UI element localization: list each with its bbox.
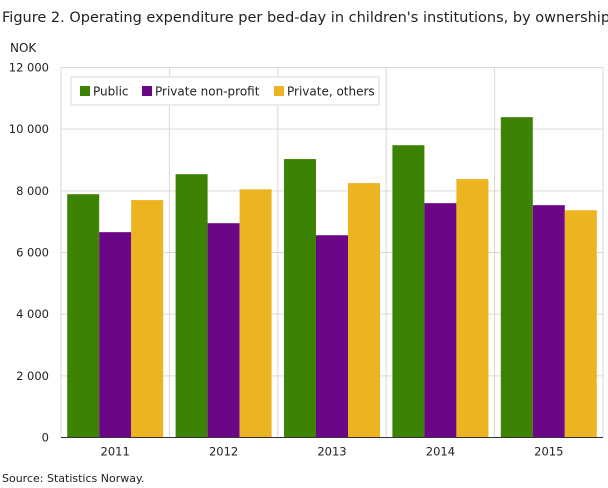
y-tick-label: 12 000 [9, 61, 49, 75]
bar-2014-1 [424, 203, 457, 438]
x-tick-label: 2014 [426, 445, 455, 459]
legend-label: Private, others [287, 85, 375, 99]
bar-2013-1 [316, 235, 348, 438]
legend-swatch [274, 86, 284, 96]
x-tick-label: 2012 [209, 445, 238, 459]
y-tick-label: 2 000 [16, 369, 49, 383]
y-axis-label: NOK [10, 41, 37, 55]
x-tick-label: 2011 [101, 445, 130, 459]
bar-2014-0 [392, 145, 425, 438]
bar-2012-0 [175, 174, 208, 438]
bar-2013-2 [348, 183, 380, 438]
bar-2015-2 [564, 210, 597, 438]
legend-label: Private non-profit [155, 85, 260, 99]
bar-2013-0 [284, 159, 316, 438]
y-tick-label: 10 000 [9, 122, 49, 136]
legend-swatch [142, 86, 152, 96]
y-tick-label: 8 000 [16, 184, 49, 198]
legend-swatch [80, 86, 90, 96]
legend-label: Public [93, 85, 129, 99]
bar-2014-2 [456, 179, 489, 438]
bar-2012-2 [239, 189, 272, 438]
y-tick-label: 0 [42, 431, 49, 445]
bar-2011-1 [99, 232, 132, 438]
bar-2011-0 [67, 194, 100, 438]
source-note: Source: Statistics Norway. [2, 472, 144, 485]
bar-2012-1 [207, 223, 240, 438]
bars [67, 117, 597, 438]
x-tick-label: 2015 [534, 445, 563, 459]
bar-2015-1 [532, 205, 565, 438]
chart-title: Figure 2. Operating expenditure per bed-… [2, 10, 608, 26]
bar-2011-2 [131, 200, 164, 438]
y-tick-label: 6 000 [16, 246, 49, 260]
axes: 0 2 000 4 000 6 000 8 000 10 000 12 000 2011 201… [9, 61, 603, 459]
x-tick-label: 2013 [317, 445, 346, 459]
legend: Public Private non-profit Private, others [70, 76, 380, 106]
legend-box [70, 76, 380, 106]
bar-2015-0 [500, 117, 533, 438]
y-tick-label: 4 000 [16, 307, 49, 321]
